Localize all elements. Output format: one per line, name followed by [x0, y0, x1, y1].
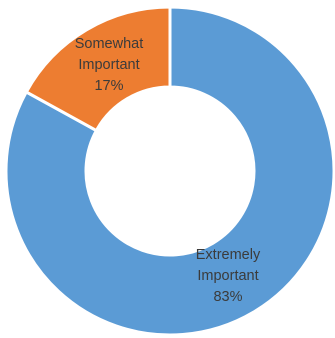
slice-extremely-important	[4, 5, 335, 337]
slice-somewhat-important	[24, 5, 172, 133]
data-label-line: Important	[78, 57, 139, 73]
data-label-somewhat-important: Somewhat Important 17%	[75, 36, 144, 94]
data-label-line: Extremely	[196, 247, 261, 263]
slices-layer	[4, 5, 335, 337]
data-label-line: 83%	[213, 289, 242, 305]
data-label-line: Somewhat	[75, 36, 144, 52]
data-label-extremely-important: Extremely Important 83%	[196, 247, 261, 305]
labels-layer: Extremely Important 83% Somewhat Important 17…	[75, 36, 261, 305]
data-label-line: Important	[197, 268, 258, 284]
data-label-line: 17%	[94, 78, 123, 94]
